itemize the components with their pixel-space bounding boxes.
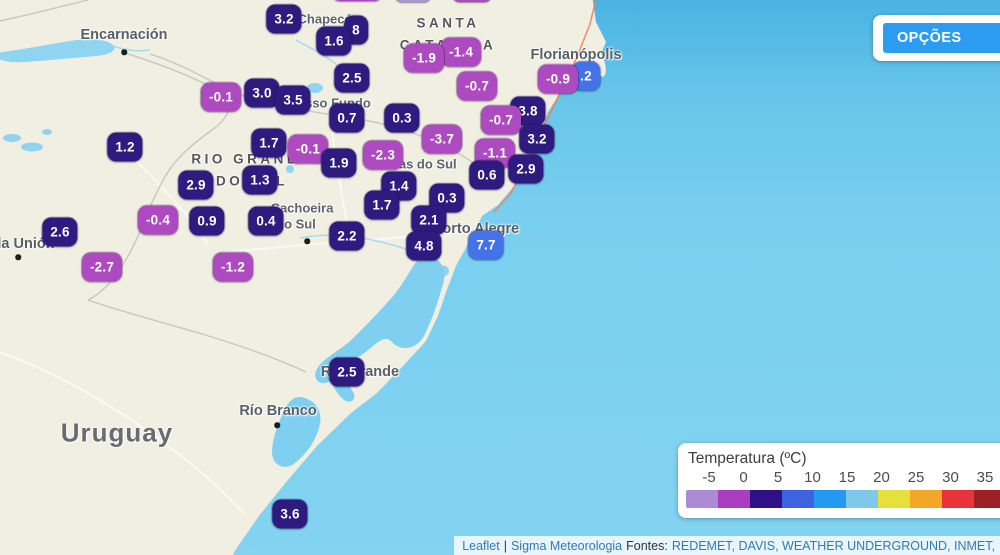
legend-color-segment (910, 490, 942, 508)
legend-tick: 35 (976, 469, 994, 486)
temp-badge[interactable]: 3.2 (519, 124, 555, 154)
temp-badge[interactable]: 1.3 (242, 165, 278, 195)
temp-badge[interactable]: -1.2 (212, 252, 254, 282)
temp-badge[interactable]: -1.4 (440, 37, 482, 67)
temperature-legend: Temperatura (ºC) -5 0 5 10 15 20 25 30 35 (678, 443, 1000, 518)
legend-tick: 10 (804, 469, 821, 486)
temp-badge[interactable]: 1.9 (321, 148, 357, 178)
temp-badge[interactable]: -2.7 (81, 252, 123, 282)
temp-badge[interactable]: -0.4 (137, 205, 179, 235)
legend-color-segment (942, 490, 974, 508)
temp-badge[interactable]: 3.2 (266, 4, 302, 34)
city-dot (304, 238, 310, 244)
place-label: Encarnación (80, 27, 168, 43)
legend-tick: 30 (942, 469, 959, 486)
temp-badge[interactable]: 1.2 (107, 132, 143, 162)
coast-road (493, 0, 597, 213)
temp-badge[interactable]: -0.9 (537, 64, 579, 94)
options-button[interactable]: OPÇÕES (883, 23, 1000, 53)
temp-badge[interactable]: -0.1 (200, 82, 242, 112)
legend-color-segment (750, 490, 782, 508)
temp-badge[interactable] (332, 0, 382, 1)
temp-badge[interactable]: 1.7 (251, 128, 287, 158)
legend-color-segment (782, 490, 814, 508)
legend-color-segment (814, 490, 846, 508)
temp-badge[interactable]: 2.1 (411, 205, 447, 235)
temp-badge[interactable]: 4.8 (406, 231, 442, 261)
encarnacion-reservoir (0, 39, 115, 63)
legend-color-segment (878, 490, 910, 508)
temp-badge[interactable]: 3.6 (272, 499, 308, 529)
fontes-label: Fontes: (626, 538, 668, 553)
provider-link[interactable]: Sigma Meteorologia (510, 538, 623, 553)
ocean (232, 0, 1000, 555)
temp-badge[interactable]: 7.7 (468, 230, 504, 260)
temp-badge[interactable]: -0.7 (456, 71, 498, 101)
temp-badge[interactable]: 2.6 (42, 217, 78, 247)
temp-badge[interactable]: 2.9 (178, 170, 214, 200)
place-label: Río Branco (239, 403, 317, 419)
legend-title: Temperatura (ºC) (688, 450, 807, 467)
temp-badge[interactable]: 0.9 (189, 206, 225, 236)
legend-tick: 0 (739, 469, 748, 486)
legend-color-segment (846, 490, 878, 508)
temp-badge[interactable]: 1.6 (316, 26, 352, 56)
legend-tick: 5 (773, 469, 783, 486)
temp-badge[interactable]: 1.7 (364, 190, 400, 220)
legend-tick: 25 (907, 469, 925, 486)
temp-badge[interactable]: -0.7 (480, 105, 522, 135)
temp-badge[interactable]: 3.0 (244, 78, 280, 108)
place-label: Chapecó (297, 11, 353, 27)
temp-badge[interactable]: 2.5 (329, 357, 365, 387)
temp-badge[interactable]: -1.9 (403, 43, 445, 73)
legend-tick: 20 (873, 469, 890, 486)
temp-badge[interactable]: -2.3 (362, 140, 404, 170)
legend-ticks: -5 0 5 10 15 20 25 30 35 (678, 469, 1000, 487)
place-label: do Sul (276, 216, 316, 232)
place-label: la Unión (0, 236, 55, 252)
temp-badge[interactable]: 2.2 (329, 221, 365, 251)
place-label: Florianópolis (530, 47, 622, 63)
temp-badge[interactable]: 2.5 (334, 63, 370, 93)
legend-tick: -5 (702, 469, 716, 486)
lagoa-dos-patos (315, 252, 445, 384)
temp-badge[interactable]: 0.4 (248, 206, 284, 236)
temp-badge[interactable] (452, 0, 492, 2)
leaflet-link[interactable]: Leaflet (462, 538, 500, 553)
city-dot (121, 49, 127, 55)
city-dot (15, 254, 21, 260)
legend-tick: 15 (838, 469, 856, 486)
place-label: SANTA (416, 15, 480, 31)
temp-badge[interactable]: 3.5 (275, 85, 311, 115)
attribution-separator: | (503, 538, 507, 553)
legend-color-segment (974, 490, 1000, 508)
attribution-bar: Leaflet | Sigma Meteorologia Fontes: RED… (454, 536, 1000, 555)
legend-color-segment (686, 490, 718, 508)
legend-colorbar (686, 490, 1000, 508)
lagoa-mirim (272, 396, 321, 467)
temp-badge[interactable]: 0.6 (469, 160, 505, 190)
temp-badge[interactable]: -3.7 (421, 124, 463, 154)
place-label: Uruguay (60, 417, 174, 448)
legend-color-segment (718, 490, 750, 508)
place-label: Cachoeira (270, 200, 334, 216)
temp-badge[interactable] (394, 0, 432, 2)
sources-links[interactable]: REDEMET, DAVIS, WEATHER UNDERGROUND, INM… (671, 538, 995, 553)
temp-badge[interactable]: 0.7 (329, 103, 365, 133)
temp-badge[interactable]: 0.3 (384, 103, 420, 133)
options-panel: OPÇÕES (873, 15, 1000, 61)
city-dot (274, 422, 280, 428)
temp-badge[interactable]: 2.9 (508, 154, 544, 184)
